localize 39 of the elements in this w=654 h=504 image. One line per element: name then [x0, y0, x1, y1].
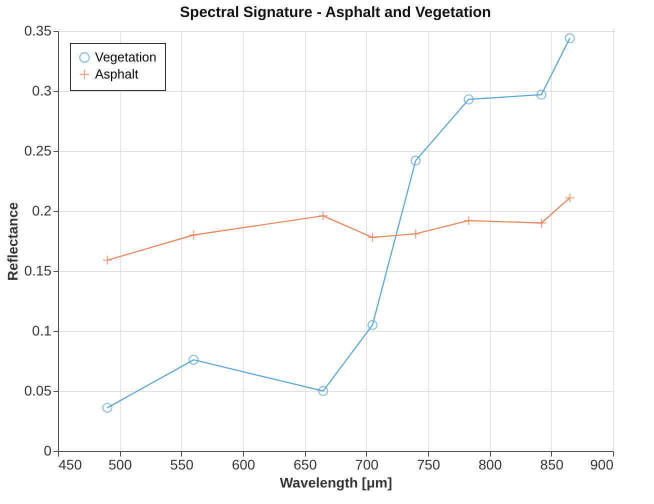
x-tick-label: 700 [355, 456, 379, 472]
point [318, 386, 328, 396]
point [188, 354, 199, 365]
y-tick-label: 0.15 [24, 262, 52, 278]
point [410, 156, 421, 166]
x-axis-title: Wavelength [μm] [280, 474, 392, 490]
x-tick-label: 750 [416, 456, 440, 472]
x-tick-label: 600 [232, 456, 256, 472]
legend-label: Asphalt [95, 66, 139, 82]
x-tick-label: 850 [540, 456, 564, 472]
point [318, 210, 328, 221]
chart-title: Spectral Signature - Asphalt and Vegetation [180, 4, 492, 21]
point [367, 320, 378, 330]
x-tick-label: 500 [108, 456, 132, 472]
y-tick-label: 0.25 [24, 142, 52, 158]
point [102, 255, 112, 266]
x-tick-label: 550 [170, 456, 194, 472]
x-tick-label: 650 [293, 456, 318, 472]
x-tick-label: 900 [590, 456, 614, 472]
y-tick-label: 0.3 [32, 82, 52, 98]
point [410, 228, 421, 239]
y-tick-label: 0 [44, 442, 52, 458]
point [464, 216, 474, 226]
y-axis-title: Reflectance [4, 202, 20, 281]
point [536, 90, 547, 100]
point [536, 218, 547, 228]
point [464, 94, 474, 104]
point [564, 192, 575, 203]
x-tick-label: 800 [478, 456, 502, 472]
x-tick-label: 450 [58, 456, 82, 472]
y-tick-label: 0.05 [24, 382, 52, 398]
point [367, 232, 378, 242]
y-tick-label: 0.1 [32, 322, 52, 338]
point [564, 33, 575, 44]
legend-label: Vegetation [95, 50, 156, 64]
point [188, 230, 199, 240]
y-tick-label: 0.2 [32, 202, 52, 218]
point [102, 402, 112, 413]
y-tick-label: 0.35 [24, 22, 52, 38]
